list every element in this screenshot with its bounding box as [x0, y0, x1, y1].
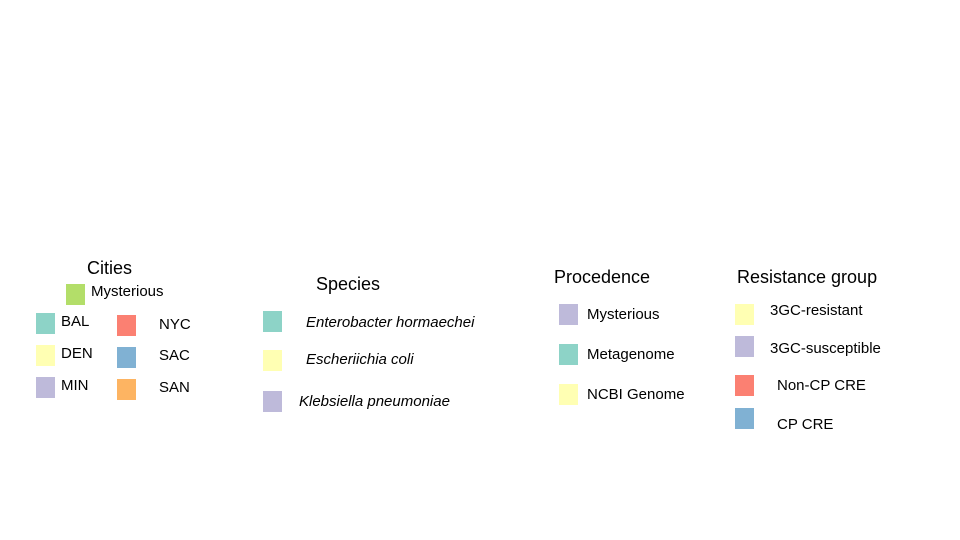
procedence-legend-title: Procedence	[554, 267, 651, 287]
resistance-swatch-3gc-susceptible	[735, 336, 754, 357]
species-label-enterobacter: Enterobacter hormaechei	[306, 314, 475, 331]
cities-legend-title: Cities	[87, 258, 133, 278]
procedence-label-metagenome: Metagenome	[587, 346, 675, 363]
cities-label-sac: SAC	[159, 347, 190, 364]
resistance-label-3gc-resistant: 3GC-resistant	[770, 302, 863, 319]
cities-label-bal: BAL	[61, 313, 90, 330]
cities-swatch-sac	[117, 347, 136, 368]
species-swatch-escherichia	[263, 350, 282, 371]
cities-swatch-min	[36, 377, 55, 398]
resistance-label-cp-cre: CP CRE	[777, 416, 834, 433]
cities-label-min: MIN	[61, 377, 89, 394]
cities-swatch-mysterious	[66, 284, 85, 305]
resistance-label-non-cp-cre: Non-CP CRE	[777, 377, 866, 394]
resistance-swatch-cp-cre	[735, 408, 754, 429]
cities-swatch-san	[117, 379, 136, 400]
cities-swatch-bal	[36, 313, 55, 334]
procedence-swatch-metagenome	[559, 344, 578, 365]
resistance-swatch-non-cp-cre	[735, 375, 754, 396]
cities-label-san: SAN	[159, 379, 190, 396]
cities-label-nyc: NYC	[159, 316, 191, 333]
resistance-swatch-3gc-resistant	[735, 304, 754, 325]
resistance-legend-title: Resistance group	[737, 267, 878, 287]
procedence-swatch-mysterious	[559, 304, 578, 325]
species-label-klebsiella: Klebsiella pneumoniae	[299, 393, 450, 410]
species-swatch-enterobacter	[263, 311, 282, 332]
species-label-escherichia: Escheriichia coli	[306, 351, 414, 368]
cities-swatch-nyc	[117, 315, 136, 336]
procedence-swatch-ncbi-genome	[559, 384, 578, 405]
procedence-label-ncbi-genome: NCBI Genome	[587, 386, 685, 403]
cities-swatch-den	[36, 345, 55, 366]
cities-label-mysterious: Mysterious	[91, 283, 164, 300]
species-legend-title: Species	[316, 274, 381, 294]
cities-label-den: DEN	[61, 345, 93, 362]
resistance-label-3gc-susceptible: 3GC-susceptible	[770, 340, 881, 357]
species-swatch-klebsiella	[263, 391, 282, 412]
procedence-label-mysterious: Mysterious	[587, 306, 660, 323]
